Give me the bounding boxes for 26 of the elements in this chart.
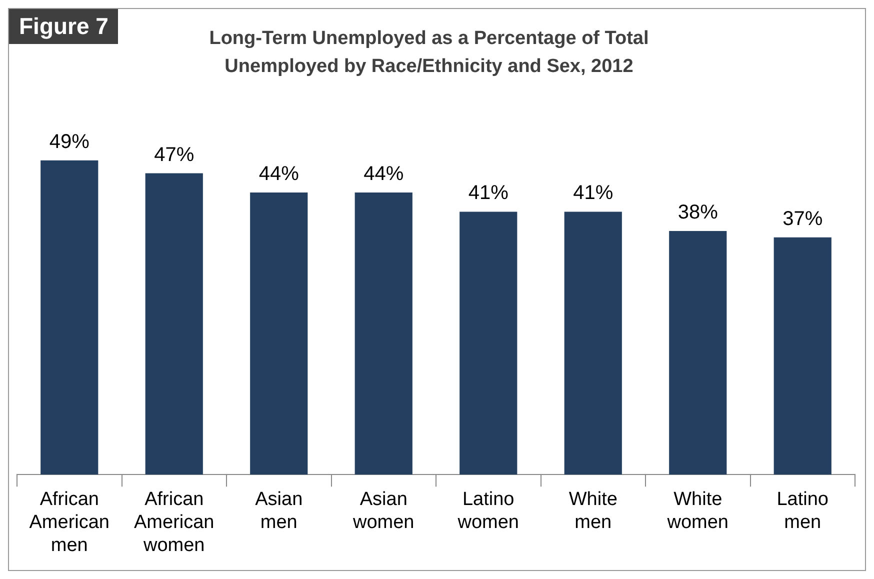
bar <box>354 192 412 475</box>
data-label: 49% <box>49 130 90 153</box>
x-tick-label: White women <box>666 489 728 534</box>
chart-title: Long-Term Unemployed as a Percentage of Total Unemployed by Race/Ethnicity and Sex, 2012 <box>208 27 650 79</box>
bar <box>564 212 622 475</box>
data-label: 41% <box>468 182 509 204</box>
bar <box>774 237 832 475</box>
x-tick-label: African American men <box>29 489 110 556</box>
x-tick-label: White men <box>568 489 618 534</box>
bar <box>250 192 308 475</box>
bar <box>460 212 518 475</box>
data-label: 44% <box>258 162 300 185</box>
x-tick-label: Asian men <box>255 489 303 534</box>
bar <box>145 173 203 475</box>
data-label: 47% <box>154 144 194 166</box>
x-tick-label: African American women <box>134 489 214 556</box>
data-label: 44% <box>364 162 404 185</box>
x-tick-label: Asian women <box>352 489 414 534</box>
data-label: 37% <box>782 208 823 230</box>
bar <box>669 230 727 475</box>
caption: Figure 7 <box>9 9 118 44</box>
bar <box>40 160 98 475</box>
data-label: 41% <box>573 182 614 204</box>
data-label: 38% <box>678 201 718 224</box>
x-tick-label: Latino women <box>456 489 519 534</box>
x-tick-label: Latino men <box>776 489 829 534</box>
